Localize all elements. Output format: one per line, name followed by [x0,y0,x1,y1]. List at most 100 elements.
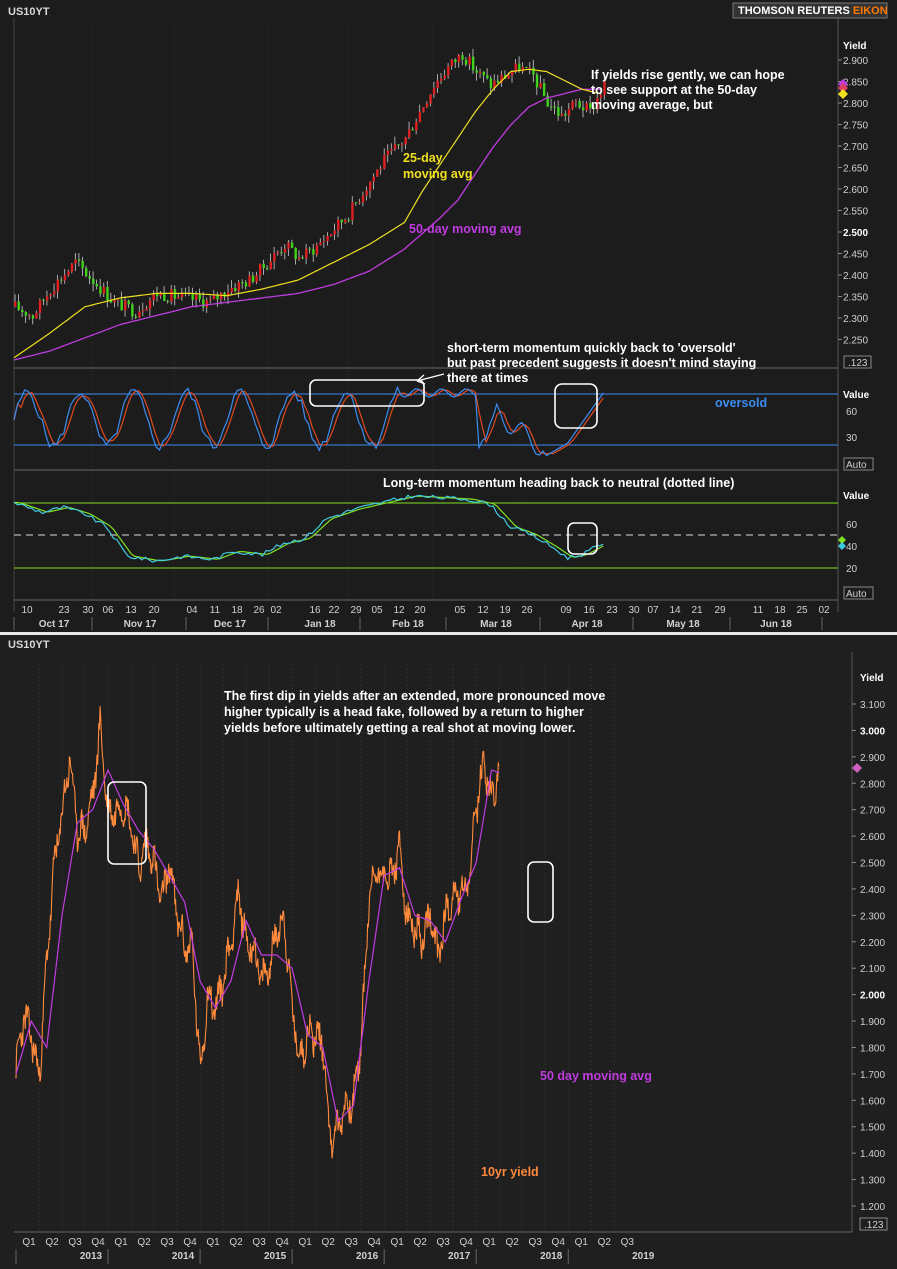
bottom-x-quarter-label: Q2 [598,1237,612,1248]
top-y-tick: 2.850 [843,78,868,89]
top-axis-label: Yield [843,41,867,52]
candle-body [124,300,127,311]
mom1-tick-30: 30 [846,433,858,444]
bottom-highlight-box-1 [107,781,147,865]
top-y-tick: 2.300 [843,314,868,325]
top-x-day-label: 25 [796,605,808,616]
bottom-y-tick: 2.600 [860,832,885,843]
candle-body [294,247,297,260]
candle-body [283,248,287,253]
bottom-x-year-label: 2014 [172,1251,195,1262]
candle-body [329,234,333,237]
mom2-highlight-box [567,522,598,555]
candle-body [53,291,56,295]
bottom-x-quarter-label: Q3 [68,1237,82,1248]
top-x-day-label: 23 [606,605,618,616]
candle-body [209,299,212,301]
candle-body [415,122,418,131]
bottom-x-quarter-label: Q1 [575,1237,589,1248]
candle-body [88,276,91,279]
top-x-day-label: 29 [350,605,362,616]
mom2-auto-box[interactable] [843,586,874,600]
top-scale-box[interactable] [843,355,872,369]
mom1-auto-box[interactable] [843,457,874,471]
annotation-short-momentum: short-term momentum quickly back to 'ove… [447,341,760,385]
candle-body [429,94,432,104]
bottom-x-quarter-label: Q2 [137,1237,151,1248]
candle-body [546,95,549,107]
brand-badge[interactable] [732,2,888,19]
top-x-day-label: 02 [270,605,282,616]
bottom-y-tick: 3.000 [860,726,885,737]
candle-body [454,59,457,63]
bottom-x-quarter-label: Q2 [506,1237,520,1248]
candle-body [60,279,63,281]
bottom-last-marker [852,763,862,773]
top-x-day-label: 05 [454,605,466,616]
top-x-month-label: Oct 17 [39,619,70,630]
candle-body [109,300,113,303]
bottom-x-quarter-label: Q4 [275,1237,289,1248]
candle-body [301,257,304,259]
candle-body [120,299,123,311]
top-x-day-label: 19 [499,605,511,616]
top-x-day-label: 23 [58,605,70,616]
bottom-y-tick: 1.700 [860,1070,885,1081]
annotation-oversold: oversold [715,396,767,410]
candle-body [255,275,258,282]
top-x-day-label: 14 [669,605,681,616]
bottom-x-quarter-label: Q4 [91,1237,105,1248]
bottom-x-quarter-labels: Q1 Q2 Q3 Q4 Q1 Q2 Q3 Q4 Q1 Q2 Q3 Q4 Q1 Q2 Q3 Q4 Q1 Q2 Q3 Q4… [22,1237,634,1248]
candle-body [106,286,109,301]
candle-body [578,100,581,108]
bottom-y-axis-ticks: 3.100 3.000 2.900 2.800 2.700 2.600 2.500 2.400… [852,700,885,1213]
bottom-x-year-label: 2019 [632,1251,655,1262]
bottom-y-tick: 2.400 [860,885,885,896]
candle-body [489,78,493,89]
yield-10yr-line [15,706,500,1159]
candle-body [312,249,315,255]
bottom-x-quarter-label: Q3 [160,1237,174,1248]
candle-body [369,181,372,191]
top-y-tick: 2.550 [843,207,868,218]
candle-body [315,244,319,255]
top-x-month-label: Dec 17 [214,619,247,630]
candle-body [45,296,49,301]
top-x-day-label: 26 [521,605,533,616]
candle-body [205,300,209,308]
candle-body [535,74,539,88]
candle-body [223,292,226,297]
candle-body [319,242,322,245]
top-y-tick: 2.900 [843,56,868,67]
bottom-x-quarter-label: Q3 [529,1237,543,1248]
bottom-scale-box[interactable] [859,1217,888,1231]
top-x-day-label: 16 [583,605,595,616]
annotation-25day: 25-day moving avg [403,151,472,181]
top-x-day-label: 04 [186,605,198,616]
candle-body [340,219,343,223]
bottom-x-quarter-label: Q1 [114,1237,128,1248]
top-x-month-labels: Oct 17 Nov 17 Dec 17 Jan 18 Feb 18 Mar 18 Apr … [13,617,823,630]
candle-body [333,230,336,235]
candle-body [567,108,571,116]
ma50-line [13,88,600,361]
candle-body [337,219,340,231]
candle-body [21,309,24,313]
bottom-x-quarter-label: Q2 [229,1237,243,1248]
candle-body [24,312,28,316]
candle-body [532,67,535,75]
candle-body [166,300,170,302]
candlestick-series [14,48,606,325]
bottom-x-year-label: 2015 [264,1251,287,1262]
candle-body [528,67,532,69]
candle-body [542,83,546,96]
annotation-50day-bottom: 50 day moving avg [540,1069,652,1083]
mom1-fast-line [13,385,604,457]
candle-body [344,219,347,223]
candle-body [234,287,237,291]
bottom-gridlines [15,660,615,1232]
mom2-fast-line [13,494,604,563]
candle-body [219,292,223,300]
candle-body [464,59,468,65]
top-x-day-label: 30 [82,605,94,616]
